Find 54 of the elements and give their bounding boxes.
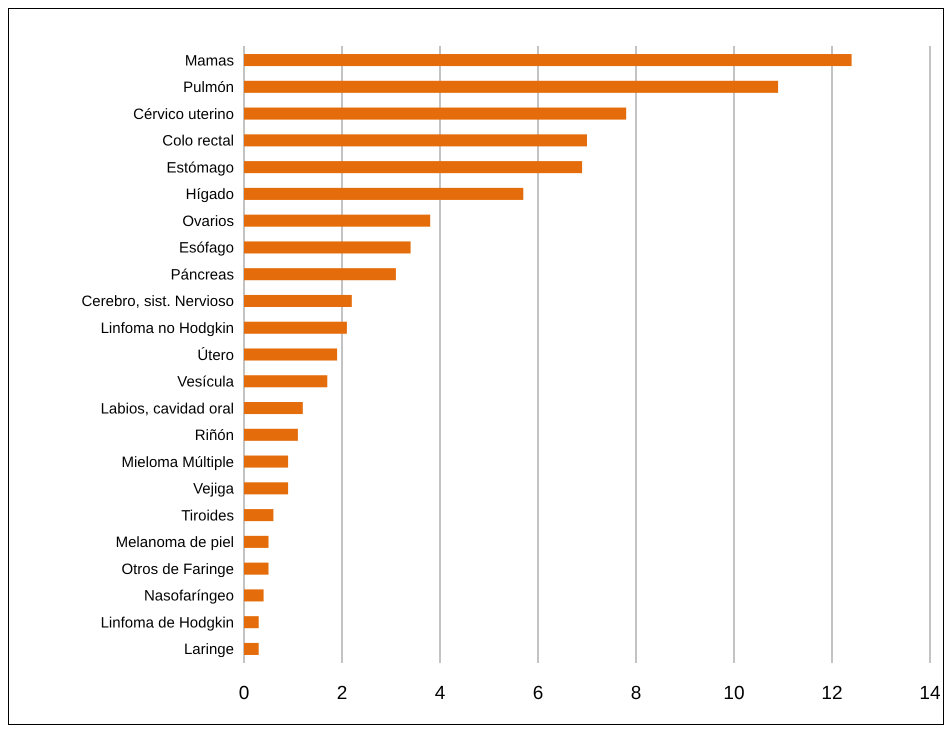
x-tick-label: 2 <box>336 683 348 704</box>
y-tick-label: Cerebro, sist. Nervioso <box>81 293 234 310</box>
y-tick-label: Páncreas <box>170 266 234 284</box>
bar <box>244 642 259 655</box>
y-tick-label: Estómago <box>166 159 234 176</box>
bar <box>244 402 303 414</box>
bar <box>244 268 396 280</box>
y-tick-label: Hígado <box>186 186 234 204</box>
bar <box>244 80 778 93</box>
y-tick-label: Otros de Faringe <box>121 560 234 578</box>
y-tick-label: Vesícula <box>177 374 235 391</box>
y-tick-label: Útero <box>197 346 234 364</box>
y-tick-label: Riñón <box>194 427 234 444</box>
bar <box>244 322 347 334</box>
y-tick-label: Labios, cavidad oral <box>100 400 234 418</box>
bar <box>244 161 582 174</box>
bar <box>244 375 328 388</box>
y-tick-label: Ovarios <box>182 212 234 230</box>
y-tick-label: Vejiga <box>193 480 235 498</box>
y-tick-label: Laringe <box>184 641 234 658</box>
x-tick-label: 12 <box>821 683 843 704</box>
y-tick-label: Mieloma Múltiple <box>121 454 234 471</box>
x-tick-label: 0 <box>238 683 250 704</box>
bar <box>244 54 852 66</box>
y-tick-label: Cérvico uterino <box>133 106 234 123</box>
bar <box>244 108 626 120</box>
y-tick-label: Melanoma de piel <box>116 534 234 552</box>
y-tick-label: Esófago <box>178 240 234 257</box>
bar <box>244 616 259 628</box>
y-tick-label: Colo rectal <box>162 132 234 150</box>
y-tick-label: Tiroides <box>181 507 234 524</box>
x-tick-label: 8 <box>630 683 642 704</box>
bar <box>244 589 264 602</box>
bar <box>244 134 587 146</box>
y-tick-label: Linfoma de Hodgkin <box>100 614 234 632</box>
bar <box>244 428 298 441</box>
bar <box>244 214 430 227</box>
y-tick-label: Nasofaríngeo <box>144 588 234 605</box>
y-tick-label: Pulmón <box>183 79 234 96</box>
y-tick-label: Mamas <box>184 52 234 70</box>
bar <box>244 348 338 361</box>
bar <box>244 562 268 575</box>
x-tick-label: 14 <box>919 683 941 704</box>
bar <box>244 536 268 548</box>
x-tick-label: 10 <box>723 683 745 704</box>
bar <box>244 482 288 494</box>
x-tick-label: 6 <box>532 683 544 704</box>
bar <box>244 188 524 200</box>
y-tick-label: Linfoma no Hodgkin <box>100 320 234 337</box>
bar <box>244 509 274 522</box>
bar <box>244 241 411 254</box>
bar <box>244 456 288 468</box>
bar <box>244 294 352 307</box>
x-tick-label: 4 <box>434 683 446 704</box>
